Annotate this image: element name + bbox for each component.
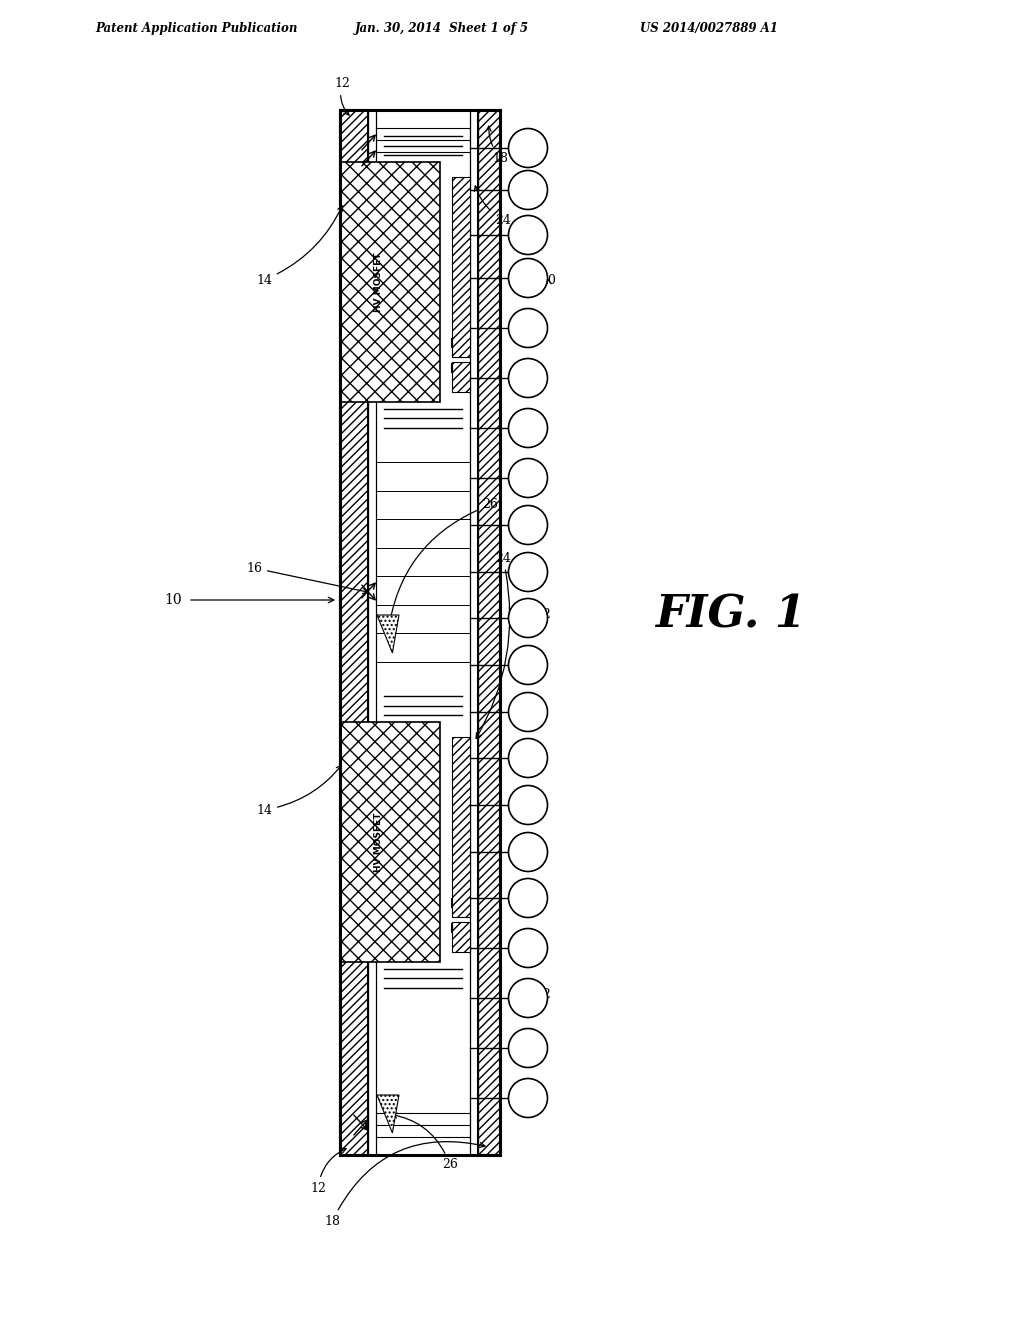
Circle shape (509, 259, 548, 297)
Circle shape (509, 598, 548, 638)
Bar (377, 615, 399, 653)
Circle shape (509, 458, 548, 498)
Circle shape (509, 785, 548, 825)
Circle shape (509, 359, 548, 397)
Text: 10: 10 (165, 593, 182, 607)
Text: 22: 22 (535, 609, 551, 622)
Bar (340, 110, 500, 1155)
Circle shape (509, 879, 548, 917)
Text: HV MOSFET: HV MOSFET (374, 252, 383, 312)
Bar (452, 362, 470, 392)
Bar (452, 177, 470, 356)
Circle shape (509, 408, 548, 447)
Text: Patent Application Publication: Patent Application Publication (95, 22, 297, 36)
Polygon shape (377, 1096, 399, 1133)
Text: 24: 24 (476, 552, 511, 738)
Text: 22: 22 (535, 989, 551, 1002)
Text: 16: 16 (246, 561, 368, 594)
Text: 24: 24 (474, 186, 511, 227)
Text: US 2014/0027889 A1: US 2014/0027889 A1 (640, 22, 778, 36)
Circle shape (509, 170, 548, 210)
Text: FIG. 1: FIG. 1 (655, 594, 806, 636)
Circle shape (509, 978, 548, 1018)
Text: 20: 20 (540, 273, 556, 286)
Text: 12: 12 (334, 77, 350, 115)
Text: 26: 26 (392, 1113, 458, 1172)
Circle shape (509, 1028, 548, 1068)
Circle shape (509, 693, 548, 731)
Bar (340, 110, 368, 1155)
Text: HV MOSFET: HV MOSFET (374, 812, 383, 871)
Bar (341, 722, 440, 962)
Circle shape (509, 128, 548, 168)
Polygon shape (377, 615, 399, 653)
Text: 18: 18 (486, 127, 508, 165)
Text: 26: 26 (387, 499, 498, 630)
Circle shape (509, 506, 548, 544)
Text: Jan. 30, 2014  Sheet 1 of 5: Jan. 30, 2014 Sheet 1 of 5 (355, 22, 529, 36)
Text: 12: 12 (310, 1148, 346, 1195)
Bar (341, 162, 440, 403)
Circle shape (509, 309, 548, 347)
Circle shape (509, 1078, 548, 1118)
Circle shape (509, 928, 548, 968)
Circle shape (509, 215, 548, 255)
Circle shape (509, 738, 548, 777)
Circle shape (509, 833, 548, 871)
Circle shape (509, 645, 548, 685)
Bar (452, 737, 470, 917)
Bar (452, 921, 470, 952)
Circle shape (509, 553, 548, 591)
Text: 14: 14 (256, 766, 341, 817)
Text: 14: 14 (256, 206, 342, 286)
Text: 18: 18 (324, 1142, 485, 1228)
Bar (478, 110, 500, 1155)
